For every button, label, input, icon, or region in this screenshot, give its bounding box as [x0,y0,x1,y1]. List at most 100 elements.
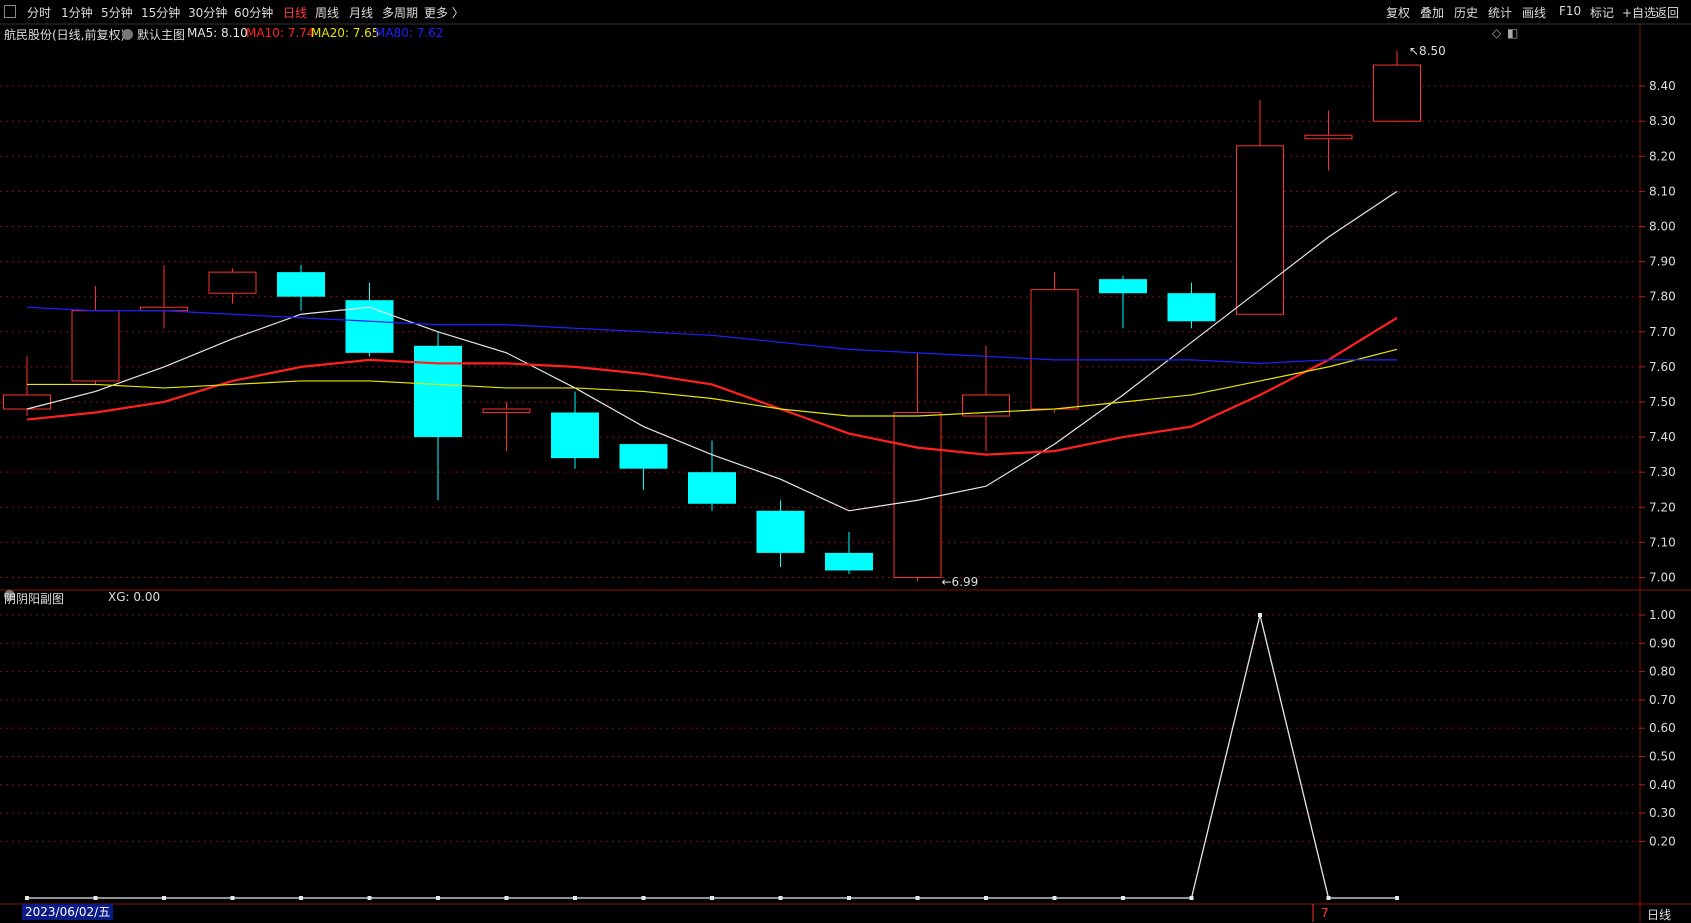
toolbar-button-1[interactable]: 叠加 [1420,6,1445,20]
xg-value-label: XG: 0.00 [108,590,161,604]
date-label: 2023/06/02/五 [22,904,114,920]
period-tab-3[interactable]: 15分钟 [141,6,181,20]
period-tab-1[interactable]: 1分钟 [61,6,93,20]
period-tab-8[interactable]: 月线 [349,6,374,20]
chart-mode: (日线,前复权) [52,28,126,42]
xg-point [93,896,98,900]
y-tick-label: 7.20 [1649,500,1676,514]
period-label: 日线 [1647,908,1672,922]
candle-body-down [688,472,736,504]
toolbar-button-3[interactable]: 统计 [1488,6,1513,20]
toolbar-button-4[interactable]: 画线 [1522,6,1547,20]
y-tick-label: 7.80 [1649,290,1676,304]
sub-y-tick-label: 0.90 [1649,636,1676,650]
candle-body-up [1236,145,1284,315]
sub-y-tick-label: 0.30 [1649,806,1676,820]
sub-y-tick-label: 0.60 [1649,721,1676,735]
toolbar-button-0[interactable]: 复权 [1386,6,1411,20]
xg-point [1121,896,1125,900]
candle-body-up [1304,134,1353,140]
period-tab-9[interactable]: 多周期 [382,6,419,20]
xg-point [1395,896,1399,900]
main-chart-titlebar: 航民股份 (日线,前复权) 默认主图 MA5: 8.10 MA10: 7.74 … [0,24,1691,42]
y-tick-label: 7.10 [1649,535,1676,549]
sub-y-tick-label: 1.00 [1649,608,1676,622]
sub-indicator-name: 阴阴阳副图 [4,592,65,606]
low-price-marker: ←6.99 [942,575,979,589]
panel-toggle-icon[interactable] [4,5,16,18]
candle-body-up [893,412,942,578]
diamond-icon[interactable]: ◇ [1492,26,1502,40]
xg-point [436,896,440,900]
ma20-label: MA20: 7.65 [311,26,380,40]
toolbar-button-2[interactable]: 历史 [1454,6,1479,20]
toolbar-button-6[interactable]: 标记 [1590,6,1615,20]
xg-point [1052,896,1057,900]
sub-y-tick-label: 0.20 [1649,834,1676,848]
candle-body-up [962,394,1010,417]
sub-y-tick-label: 0.40 [1649,778,1676,792]
y-tick-label: 7.90 [1649,255,1676,269]
xg-point [1189,896,1194,900]
candle-body-down [1099,279,1147,294]
ma80-label: MA80: 7.62 [375,26,444,40]
sub-y-tick-label: 0.80 [1649,665,1676,679]
ma-line-ma20 [27,348,1398,417]
period-tab-2[interactable]: 5分钟 [101,6,133,20]
xg-point [915,896,920,900]
y-tick-label: 7.70 [1649,325,1676,339]
toolbar-button-8[interactable]: 返回 [1655,6,1680,20]
xg-point [641,896,646,900]
candle-body-down [277,272,325,297]
dropdown-circle-icon [122,29,133,40]
xg-point [25,896,29,900]
toolbar-button-5[interactable]: F10 [1559,4,1582,18]
candle-body-up [1373,64,1421,122]
panel-icon[interactable]: ◧ [1507,26,1519,40]
indicator-menu[interactable]: 默认主图 [122,26,185,43]
dropdown-circle-icon [4,590,15,601]
y-tick-label: 7.30 [1649,465,1676,479]
stock-name: 航民股份 [4,28,53,42]
ma5-label: MA5: 8.10 [187,26,248,40]
cursor-index-label: 7 [1321,906,1329,920]
ma-line-ma10 [26,316,1398,456]
period-tab-5[interactable]: 60分钟 [234,6,274,20]
candle-body-down [825,552,873,571]
y-tick-label: 7.50 [1649,395,1676,409]
candle-body-up [208,271,257,294]
candle-body-up [482,408,531,414]
y-tick-label: 7.40 [1649,430,1676,444]
xg-point [778,896,783,900]
period-tab-10[interactable]: 更多 〉 [424,6,464,20]
toolbar-button-7[interactable]: +自选 [1622,6,1657,20]
y-tick-label: 8.30 [1649,114,1676,128]
sub-chart-titlebar: 阴阴阳副图 XG: 0.00 [0,590,1691,608]
top-toolbar: 分时 1分钟 5分钟 15分钟 30分钟 60分钟 日线 周线 月线 多周期 更多 〉 复权 叠加 历史… [0,0,1691,24]
high-price-marker: ↖8.50 [1409,44,1446,58]
ma10-label: MA10: 7.74 [246,26,315,40]
y-tick-label: 8.00 [1649,220,1676,234]
indicator-name: 默认主图 [137,28,186,42]
period-tab-6[interactable]: 日线 [283,6,308,20]
y-tick-label: 7.00 [1649,570,1676,584]
period-tab-7[interactable]: 周线 [315,6,340,20]
xg-point [299,896,303,900]
sub-y-tick-label: 0.50 [1649,750,1676,764]
xg-point [847,896,851,900]
y-tick-label: 8.20 [1649,149,1676,163]
candle-body-down [345,300,394,353]
y-tick-label: 8.10 [1649,184,1676,198]
candle-body-up [3,394,51,410]
xg-point [710,896,714,900]
candle-body-down [1167,293,1216,322]
xg-point [984,896,988,900]
candle-body-down [619,444,668,469]
ma-line-ma80 [26,306,1397,364]
xg-point [367,896,372,900]
period-tab-0[interactable]: 分时 [27,6,52,20]
period-tab-4[interactable]: 30分钟 [188,6,228,20]
xg-point [1258,613,1262,617]
xg-point [230,896,235,900]
